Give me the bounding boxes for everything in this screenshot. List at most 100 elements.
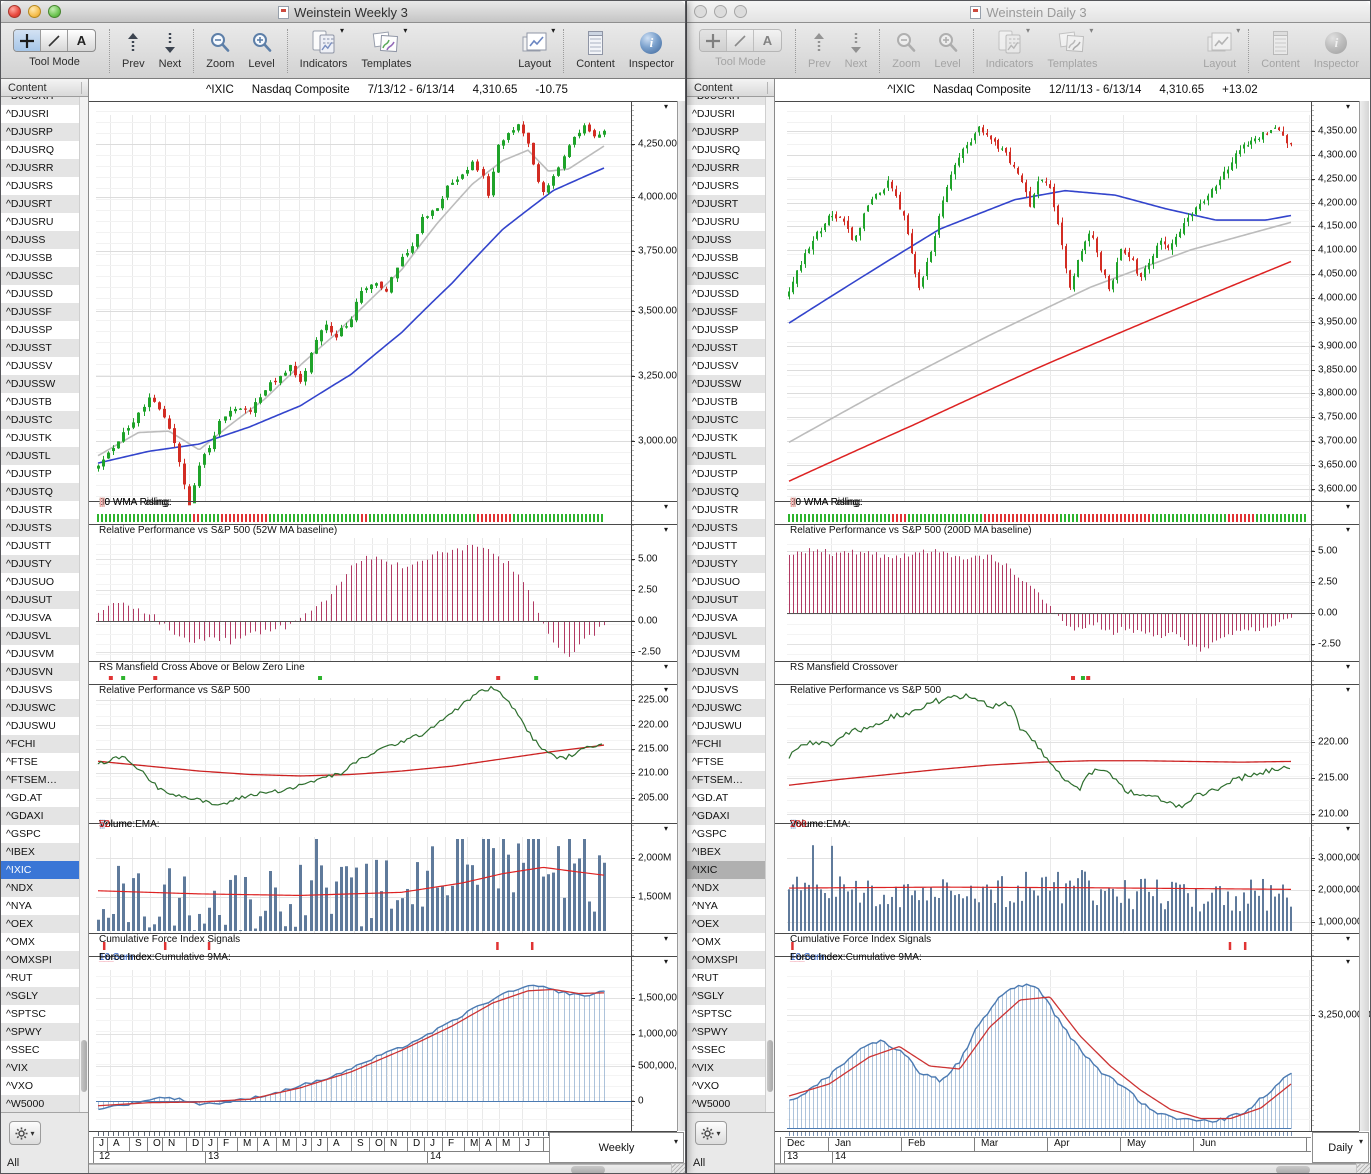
ticker-row-ssec[interactable]: ^SSEC xyxy=(1,1041,79,1059)
ticker-row-djuswc[interactable]: ^DJUSWC xyxy=(1,699,79,717)
ticker-row-ndx[interactable]: ^NDX xyxy=(1,879,79,897)
ticker-row-ssec[interactable]: ^SSEC xyxy=(687,1041,765,1059)
chart-horizontal-scrollbar[interactable] xyxy=(775,1164,1356,1173)
scrollbar-thumb[interactable] xyxy=(571,1166,605,1173)
ticker-row-nya[interactable]: ^NYA xyxy=(687,897,765,915)
ticker-row-w5000[interactable]: ^W5000 xyxy=(1,1095,79,1112)
zoom-window-button[interactable] xyxy=(48,5,61,18)
text-tool-button[interactable]: A xyxy=(68,30,95,51)
content-button[interactable]: Content xyxy=(576,29,615,70)
zoom-out-button[interactable]: Zoom xyxy=(206,29,234,70)
text-tool-button[interactable]: A xyxy=(754,30,781,51)
ticker-row-djustq[interactable]: ^DJUSTQ xyxy=(1,483,79,501)
pointer-tool-button[interactable] xyxy=(14,30,41,51)
ticker-row-omx[interactable]: ^OMX xyxy=(1,933,79,951)
content-button[interactable]: Content xyxy=(1261,29,1300,70)
titlebar[interactable]: Weinstein Weekly 3 xyxy=(1,1,685,23)
ticker-row-ibex[interactable]: ^IBEX xyxy=(1,843,79,861)
close-button[interactable] xyxy=(8,5,21,18)
ticker-row-djusuo[interactable]: ^DJUSUO xyxy=(687,573,765,591)
ticker-row-djusvl[interactable]: ^DJUSVL xyxy=(687,627,765,645)
ticker-row-djuss[interactable]: ^DJUSS xyxy=(687,231,765,249)
inspector-button[interactable]: i Inspector xyxy=(629,29,674,70)
ticker-row-djustp[interactable]: ^DJUSTP xyxy=(687,465,765,483)
ticker-row-djustt[interactable]: ^DJUSTT xyxy=(1,537,79,555)
ticker-row-oex[interactable]: ^OEX xyxy=(687,915,765,933)
templates-button[interactable]: ▾ Templates xyxy=(361,26,412,70)
ticker-row-ftse[interactable]: ^FTSE xyxy=(1,753,79,771)
ticker-row-djusvl[interactable]: ^DJUSVL xyxy=(1,627,79,645)
resize-grip[interactable] xyxy=(671,1163,685,1173)
ticker-row-djussf[interactable]: ^DJUSSF xyxy=(1,303,79,321)
ticker-row-djusrt[interactable]: ^DJUSRT xyxy=(687,195,765,213)
ticker-row-djustl[interactable]: ^DJUSTL xyxy=(1,447,79,465)
ticker-row-djusru[interactable]: ^DJUSRU xyxy=(1,213,79,231)
sidebar-scrollbar[interactable] xyxy=(79,97,88,1112)
ticker-row-djusty[interactable]: ^DJUSTY xyxy=(687,555,765,573)
ticker-row-djusvs[interactable]: ^DJUSVS xyxy=(1,681,79,699)
ticker-row-gspc[interactable]: ^GSPC xyxy=(1,825,79,843)
ticker-row-djusvm[interactable]: ^DJUSVM xyxy=(687,645,765,663)
ticker-row-djustr[interactable]: ^DJUSTR xyxy=(687,501,765,519)
zoom-window-button[interactable] xyxy=(734,5,747,18)
ticker-row-vix[interactable]: ^VIX xyxy=(687,1059,765,1077)
ticker-row-djustk[interactable]: ^DJUSTK xyxy=(1,429,79,447)
inspector-button[interactable]: i Inspector xyxy=(1314,29,1359,70)
scrollbar-thumb[interactable] xyxy=(1276,1166,1310,1173)
ticker-row-djussf[interactable]: ^DJUSSF xyxy=(687,303,765,321)
layout-button[interactable]: ▾ Layout xyxy=(518,26,556,70)
ticker-row-ftse[interactable]: ^FTSE xyxy=(687,753,765,771)
ticker-row-w5000[interactable]: ^W5000 xyxy=(687,1095,765,1112)
prev-button[interactable]: Prev xyxy=(122,29,145,70)
ticker-row-djustc[interactable]: ^DJUSTC xyxy=(687,411,765,429)
resize-grip[interactable] xyxy=(1356,1163,1370,1173)
ticker-row-spwy[interactable]: ^SPWY xyxy=(1,1023,79,1041)
ticker-row-djusrr[interactable]: ^DJUSRR xyxy=(1,159,79,177)
ticker-row-djusrs[interactable]: ^DJUSRS xyxy=(1,177,79,195)
ticker-row-djussb[interactable]: ^DJUSSB xyxy=(1,249,79,267)
ticker-row-djussd[interactable]: ^DJUSSD xyxy=(687,285,765,303)
chart-vertical-scrollbar[interactable] xyxy=(677,101,685,1131)
ticker-row-omxspi[interactable]: ^OMXSPI xyxy=(687,951,765,969)
ticker-row-djusty[interactable]: ^DJUSTY xyxy=(1,555,79,573)
prev-button[interactable]: Prev xyxy=(808,29,831,70)
ticker-row-rut[interactable]: ^RUT xyxy=(1,969,79,987)
ticker-row-vix[interactable]: ^VIX xyxy=(1,1059,79,1077)
ticker-row-gdaxi[interactable]: ^GDAXI xyxy=(1,807,79,825)
ticker-row-djusrh[interactable]: ^DJUSRH xyxy=(1,97,79,105)
ticker-row-djussp[interactable]: ^DJUSSP xyxy=(687,321,765,339)
ticker-row-djustc[interactable]: ^DJUSTC xyxy=(1,411,79,429)
action-menu-button[interactable]: ▾ xyxy=(9,1121,41,1145)
ticker-row-djustk[interactable]: ^DJUSTK xyxy=(687,429,765,447)
ticker-row-djustb[interactable]: ^DJUSTB xyxy=(1,393,79,411)
ticker-row-djuswu[interactable]: ^DJUSWU xyxy=(1,717,79,735)
ticker-row-djusst[interactable]: ^DJUSST xyxy=(1,339,79,357)
ticker-row-djusvn[interactable]: ^DJUSVN xyxy=(687,663,765,681)
ticker-row-djussb[interactable]: ^DJUSSB xyxy=(687,249,765,267)
sidebar-scrollbar[interactable] xyxy=(765,97,774,1112)
ticker-row-djussv[interactable]: ^DJUSSV xyxy=(687,357,765,375)
minimize-button[interactable] xyxy=(28,5,41,18)
titlebar[interactable]: Weinstein Daily 3 xyxy=(687,1,1370,23)
ticker-row-djustr[interactable]: ^DJUSTR xyxy=(1,501,79,519)
ticker-row-ixic[interactable]: ^IXIC xyxy=(687,861,765,879)
ticker-row-djusrq[interactable]: ^DJUSRQ xyxy=(1,141,79,159)
close-button[interactable] xyxy=(694,5,707,18)
layout-button[interactable]: ▾ Layout xyxy=(1203,26,1241,70)
ticker-row-djusru[interactable]: ^DJUSRU xyxy=(687,213,765,231)
ticker-row-gdat[interactable]: ^GD.AT xyxy=(687,789,765,807)
ticker-row-fchi[interactable]: ^FCHI xyxy=(1,735,79,753)
ticker-row-djusuo[interactable]: ^DJUSUO xyxy=(1,573,79,591)
ticker-row-djusrs[interactable]: ^DJUSRS xyxy=(687,177,765,195)
zoom-out-button[interactable]: Zoom xyxy=(892,29,920,70)
ticker-row-djusrp[interactable]: ^DJUSRP xyxy=(1,123,79,141)
ticker-row-djusts[interactable]: ^DJUSTS xyxy=(1,519,79,537)
ticker-row-djussc[interactable]: ^DJUSSC xyxy=(687,267,765,285)
ticker-row-ibex[interactable]: ^IBEX xyxy=(687,843,765,861)
templates-button[interactable]: ▾ Templates xyxy=(1047,26,1098,70)
chart-canvas[interactable] xyxy=(775,101,1370,1173)
ticker-row-djustl[interactable]: ^DJUSTL xyxy=(687,447,765,465)
ticker-row-omxspi[interactable]: ^OMXSPI xyxy=(1,951,79,969)
ticker-row-gspc[interactable]: ^GSPC xyxy=(687,825,765,843)
ticker-row-djusri[interactable]: ^DJUSRI xyxy=(687,105,765,123)
